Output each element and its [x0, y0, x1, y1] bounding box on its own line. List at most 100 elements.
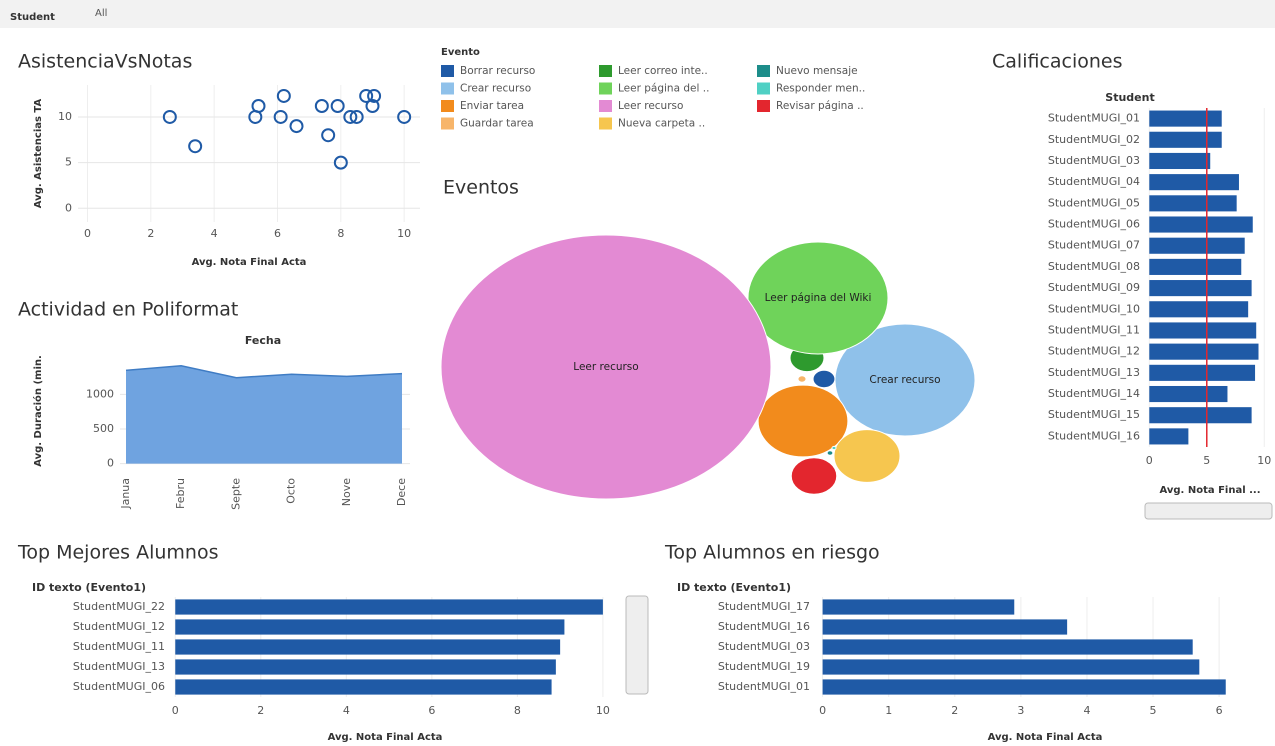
row-label: StudentMUGI_16	[1048, 429, 1140, 442]
row-label: StudentMUGI_06	[1048, 218, 1140, 231]
x-tick-label: 4	[211, 227, 218, 240]
x-tick-label: 0	[819, 704, 826, 717]
bar	[1149, 343, 1259, 360]
bar	[1149, 131, 1222, 148]
bubble	[747, 241, 889, 355]
legend-label: Nueva carpeta ..	[618, 118, 705, 130]
row-label: StudentMUGI_01	[718, 680, 810, 693]
bubble	[757, 384, 849, 458]
legend-label: Crear recurso	[460, 83, 531, 95]
bar	[175, 639, 561, 655]
legend-swatch	[441, 100, 454, 112]
column-header: ID texto (Evento1)	[32, 581, 146, 594]
point	[321, 128, 336, 143]
legend-swatch	[599, 65, 612, 77]
row-label: StudentMUGI_11	[73, 640, 165, 653]
x-tick-label: 10	[596, 704, 610, 717]
bar	[1149, 407, 1252, 424]
bubble	[833, 429, 901, 483]
x-tick-label: 0	[172, 704, 179, 717]
column-header: Fecha	[245, 334, 281, 347]
legend-label: Borrar recurso	[460, 65, 535, 77]
row-label: StudentMUGI_03	[718, 640, 810, 653]
point	[314, 99, 329, 114]
bar	[822, 639, 1193, 655]
bar	[822, 679, 1226, 695]
legend-swatch	[757, 82, 770, 95]
legend-label: Enviar tarea	[460, 100, 524, 112]
row-label: StudentMUGI_01	[1048, 112, 1140, 125]
x-tick-label: Janua	[119, 478, 132, 510]
row-label: StudentMUGI_22	[73, 600, 165, 613]
scrollbar[interactable]	[1144, 502, 1273, 520]
scrollbar[interactable]	[625, 595, 649, 695]
row-label: StudentMUGI_07	[1048, 239, 1140, 252]
point	[367, 88, 382, 103]
legend-swatch	[757, 100, 770, 112]
point	[330, 99, 345, 114]
filter-value[interactable]: All	[95, 8, 107, 19]
y-tick-label: 500	[93, 422, 114, 435]
y-tick-label: 1000	[86, 387, 114, 400]
bar	[175, 679, 552, 695]
legend-label: Revisar página ..	[776, 100, 864, 112]
row-label: StudentMUGI_16	[718, 620, 810, 633]
chart-title: AsistenciaVsNotas	[18, 51, 192, 73]
x-tick-label: Dece	[395, 478, 408, 506]
x-tick-label: Septe	[229, 478, 242, 510]
filter-label: Student	[10, 12, 55, 23]
bubble	[790, 457, 838, 495]
x-tick-label: 5	[1203, 454, 1210, 467]
bubble	[834, 323, 976, 437]
bubble-label: Leer recurso	[573, 361, 638, 373]
bar	[1149, 258, 1242, 275]
x-tick-label: 2	[257, 704, 264, 717]
row-label: StudentMUGI_04	[1048, 175, 1140, 188]
x-tick-label: 8	[337, 227, 344, 240]
bubble	[440, 234, 772, 500]
point	[251, 99, 266, 114]
point	[397, 109, 412, 124]
x-tick-label: 1	[885, 704, 892, 717]
point	[289, 119, 304, 134]
bar	[1149, 152, 1211, 170]
x-tick-label: 2	[147, 227, 154, 240]
y-axis-label: Avg. Asistencias TA	[33, 99, 44, 209]
chart-title: Eventos	[443, 177, 519, 199]
bubble	[826, 450, 834, 456]
row-label: StudentMUGI_09	[1048, 281, 1140, 294]
bar	[175, 659, 556, 675]
x-axis-label: Avg. Nota Final Acta	[988, 732, 1103, 743]
point	[276, 88, 291, 103]
bar	[1149, 216, 1253, 233]
row-label: StudentMUGI_03	[1048, 154, 1140, 167]
x-axis-label: Avg. Nota Final Acta	[328, 732, 443, 743]
legend-label: Nuevo mensaje	[776, 65, 858, 77]
x-tick-label: 6	[274, 227, 281, 240]
point	[162, 109, 177, 124]
legend-label: Leer página del ..	[618, 83, 709, 95]
row-label: StudentMUGI_19	[718, 660, 810, 673]
filter-bar	[0, 0, 1275, 28]
point	[333, 155, 348, 170]
chart-title: Actividad en Poliformat	[18, 299, 238, 321]
x-tick-label: Febru	[174, 478, 187, 509]
legend-label: Guardar tarea	[460, 118, 534, 130]
x-tick-label: 3	[1017, 704, 1024, 717]
legend-swatch	[441, 65, 454, 77]
chart-title: Top Mejores Alumnos	[17, 542, 219, 564]
bar	[1149, 428, 1189, 445]
y-tick-label: 5	[65, 156, 72, 169]
x-tick-label: 0	[1146, 454, 1153, 467]
bubble	[797, 375, 807, 383]
x-tick-label: 10	[397, 227, 411, 240]
legend-swatch	[599, 82, 612, 95]
chart-title: Calificaciones	[992, 51, 1123, 73]
bar	[1149, 237, 1245, 254]
bar	[1149, 364, 1256, 381]
row-label: StudentMUGI_13	[1048, 366, 1140, 379]
y-axis-label: Avg. Duración (min.	[32, 355, 44, 467]
row-label: StudentMUGI_15	[1048, 408, 1140, 421]
bar	[1149, 195, 1237, 212]
